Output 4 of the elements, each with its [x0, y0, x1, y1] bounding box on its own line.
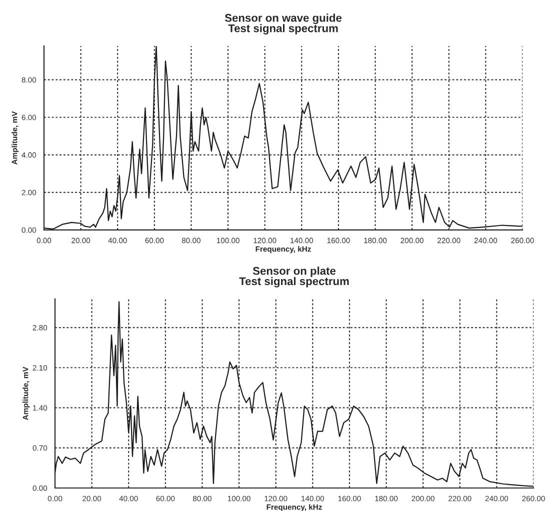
- chart-title: Sensor on wave guide Test signal spectrum: [224, 14, 342, 34]
- chart-title: Sensor on plate Test signal spectrum: [239, 266, 349, 288]
- line-series: [44, 46, 522, 230]
- line-series: [55, 301, 534, 487]
